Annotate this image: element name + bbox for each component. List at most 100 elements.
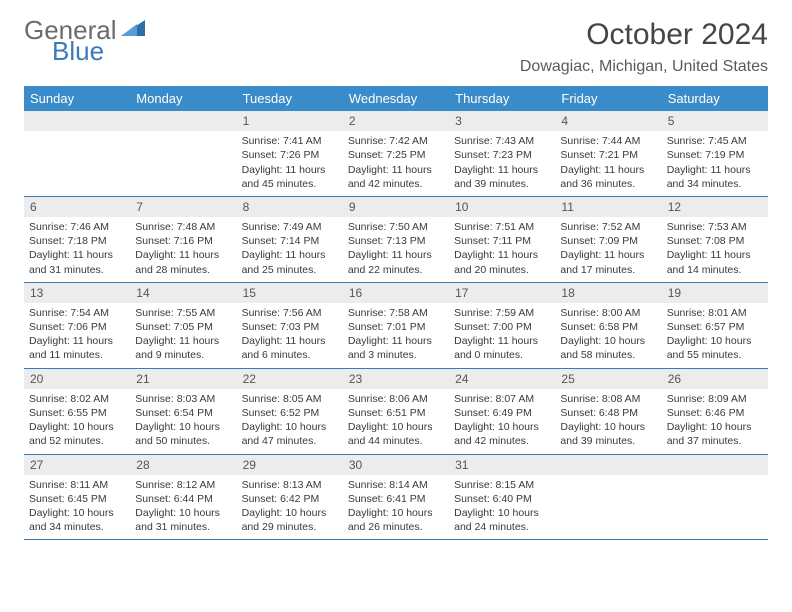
daylight-line: Daylight: 11 hours and 20 minutes.	[454, 248, 550, 276]
calendar: SundayMondayTuesdayWednesdayThursdayFrid…	[24, 86, 768, 540]
daylight-line: Daylight: 11 hours and 6 minutes.	[242, 334, 338, 362]
sunrise-line: Sunrise: 7:51 AM	[454, 220, 550, 234]
day-number: 2	[343, 111, 449, 131]
daylight-line: Daylight: 11 hours and 9 minutes.	[135, 334, 231, 362]
daylight-line: Daylight: 10 hours and 58 minutes.	[560, 334, 656, 362]
daylight-line: Daylight: 10 hours and 39 minutes.	[560, 420, 656, 448]
daylight-line: Daylight: 11 hours and 17 minutes.	[560, 248, 656, 276]
week-row: 1Sunrise: 7:41 AMSunset: 7:26 PMDaylight…	[24, 111, 768, 197]
day-cell: 24Sunrise: 8:07 AMSunset: 6:49 PMDayligh…	[449, 369, 555, 454]
header: General Blue October 2024 Dowagiac, Mich…	[24, 18, 768, 76]
daylight-line: Daylight: 10 hours and 34 minutes.	[29, 506, 125, 534]
sunset-line: Sunset: 7:19 PM	[667, 148, 763, 162]
sunrise-line: Sunrise: 7:50 AM	[348, 220, 444, 234]
week-row: 27Sunrise: 8:11 AMSunset: 6:45 PMDayligh…	[24, 455, 768, 541]
daylight-line: Daylight: 10 hours and 50 minutes.	[135, 420, 231, 448]
daylight-line: Daylight: 11 hours and 0 minutes.	[454, 334, 550, 362]
day-number: 21	[130, 369, 236, 389]
sunrise-line: Sunrise: 7:58 AM	[348, 306, 444, 320]
sunrise-line: Sunrise: 7:49 AM	[242, 220, 338, 234]
daylight-line: Daylight: 10 hours and 24 minutes.	[454, 506, 550, 534]
sunset-line: Sunset: 6:48 PM	[560, 406, 656, 420]
sunrise-line: Sunrise: 7:45 AM	[667, 134, 763, 148]
sunset-line: Sunset: 6:52 PM	[242, 406, 338, 420]
daylight-line: Daylight: 11 hours and 22 minutes.	[348, 248, 444, 276]
day-header-cell: Saturday	[662, 86, 768, 111]
sunrise-line: Sunrise: 7:44 AM	[560, 134, 656, 148]
day-number: 30	[343, 455, 449, 475]
sunrise-line: Sunrise: 8:13 AM	[242, 478, 338, 492]
sunrise-line: Sunrise: 8:05 AM	[242, 392, 338, 406]
sunset-line: Sunset: 6:42 PM	[242, 492, 338, 506]
daylight-line: Daylight: 11 hours and 25 minutes.	[242, 248, 338, 276]
day-number: 6	[24, 197, 130, 217]
sunset-line: Sunset: 6:51 PM	[348, 406, 444, 420]
day-cell: 9Sunrise: 7:50 AMSunset: 7:13 PMDaylight…	[343, 197, 449, 282]
day-cell: 5Sunrise: 7:45 AMSunset: 7:19 PMDaylight…	[662, 111, 768, 196]
day-cell: 1Sunrise: 7:41 AMSunset: 7:26 PMDaylight…	[237, 111, 343, 196]
daylight-line: Daylight: 11 hours and 34 minutes.	[667, 163, 763, 191]
day-body: Sunrise: 8:09 AMSunset: 6:46 PMDaylight:…	[662, 389, 768, 454]
day-cell: 17Sunrise: 7:59 AMSunset: 7:00 PMDayligh…	[449, 283, 555, 368]
daylight-line: Daylight: 11 hours and 42 minutes.	[348, 163, 444, 191]
day-number: 5	[662, 111, 768, 131]
day-number: 29	[237, 455, 343, 475]
sunrise-line: Sunrise: 8:03 AM	[135, 392, 231, 406]
day-number: 22	[237, 369, 343, 389]
day-body: Sunrise: 7:43 AMSunset: 7:23 PMDaylight:…	[449, 131, 555, 196]
day-number: 4	[555, 111, 661, 131]
sunset-line: Sunset: 7:06 PM	[29, 320, 125, 334]
sunset-line: Sunset: 7:01 PM	[348, 320, 444, 334]
day-number: 25	[555, 369, 661, 389]
day-body: Sunrise: 8:02 AMSunset: 6:55 PMDaylight:…	[24, 389, 130, 454]
day-cell: 25Sunrise: 8:08 AMSunset: 6:48 PMDayligh…	[555, 369, 661, 454]
day-body: Sunrise: 8:05 AMSunset: 6:52 PMDaylight:…	[237, 389, 343, 454]
sunrise-line: Sunrise: 8:06 AM	[348, 392, 444, 406]
day-cell: 6Sunrise: 7:46 AMSunset: 7:18 PMDaylight…	[24, 197, 130, 282]
daylight-line: Daylight: 10 hours and 44 minutes.	[348, 420, 444, 448]
daylight-line: Daylight: 10 hours and 37 minutes.	[667, 420, 763, 448]
day-cell: 12Sunrise: 7:53 AMSunset: 7:08 PMDayligh…	[662, 197, 768, 282]
sunrise-line: Sunrise: 7:54 AM	[29, 306, 125, 320]
day-body: Sunrise: 7:46 AMSunset: 7:18 PMDaylight:…	[24, 217, 130, 282]
day-cell: 8Sunrise: 7:49 AMSunset: 7:14 PMDaylight…	[237, 197, 343, 282]
day-body: Sunrise: 7:50 AMSunset: 7:13 PMDaylight:…	[343, 217, 449, 282]
day-cell: 3Sunrise: 7:43 AMSunset: 7:23 PMDaylight…	[449, 111, 555, 196]
sunrise-line: Sunrise: 8:14 AM	[348, 478, 444, 492]
daylight-line: Daylight: 10 hours and 47 minutes.	[242, 420, 338, 448]
sunset-line: Sunset: 7:23 PM	[454, 148, 550, 162]
sunrise-line: Sunrise: 8:00 AM	[560, 306, 656, 320]
day-cell: 19Sunrise: 8:01 AMSunset: 6:57 PMDayligh…	[662, 283, 768, 368]
day-number: 20	[24, 369, 130, 389]
day-cell: 29 Sunrise: 8:13 AMSunset: 6:42 PMDayligh…	[237, 455, 343, 540]
sunset-line: Sunset: 7:09 PM	[560, 234, 656, 248]
day-body: Sunrise: 8:01 AMSunset: 6:57 PMDaylight:…	[662, 303, 768, 368]
day-cell: 20Sunrise: 8:02 AMSunset: 6:55 PMDayligh…	[24, 369, 130, 454]
sunset-line: Sunset: 7:16 PM	[135, 234, 231, 248]
day-cell: 13Sunrise: 7:54 AMSunset: 7:06 PMDayligh…	[24, 283, 130, 368]
day-cell: 30Sunrise: 8:14 AMSunset: 6:41 PMDayligh…	[343, 455, 449, 540]
sunset-line: Sunset: 7:18 PM	[29, 234, 125, 248]
day-body: Sunrise: 7:54 AMSunset: 7:06 PMDaylight:…	[24, 303, 130, 368]
day-number: 18	[555, 283, 661, 303]
day-number: 26	[662, 369, 768, 389]
day-number: 23	[343, 369, 449, 389]
day-body: Sunrise: 8:15 AMSunset: 6:40 PMDaylight:…	[449, 475, 555, 540]
day-number	[555, 455, 661, 475]
logo: General Blue	[24, 18, 147, 63]
day-cell: 14Sunrise: 7:55 AMSunset: 7:05 PMDayligh…	[130, 283, 236, 368]
daylight-line: Daylight: 10 hours and 55 minutes.	[667, 334, 763, 362]
day-number: 12	[662, 197, 768, 217]
day-number: 16	[343, 283, 449, 303]
daylight-line: Daylight: 10 hours and 29 minutes.	[242, 506, 338, 534]
day-body: Sunrise: 8:07 AMSunset: 6:49 PMDaylight:…	[449, 389, 555, 454]
day-number: 15	[237, 283, 343, 303]
day-body: Sunrise: 7:45 AMSunset: 7:19 PMDaylight:…	[662, 131, 768, 196]
daylight-line: Daylight: 10 hours and 52 minutes.	[29, 420, 125, 448]
sunrise-line: Sunrise: 7:41 AM	[242, 134, 338, 148]
day-header-cell: Sunday	[24, 86, 130, 111]
daylight-line: Daylight: 11 hours and 11 minutes.	[29, 334, 125, 362]
day-number: 28	[130, 455, 236, 475]
day-cell: 10Sunrise: 7:51 AMSunset: 7:11 PMDayligh…	[449, 197, 555, 282]
location-text: Dowagiac, Michigan, United States	[520, 58, 768, 76]
